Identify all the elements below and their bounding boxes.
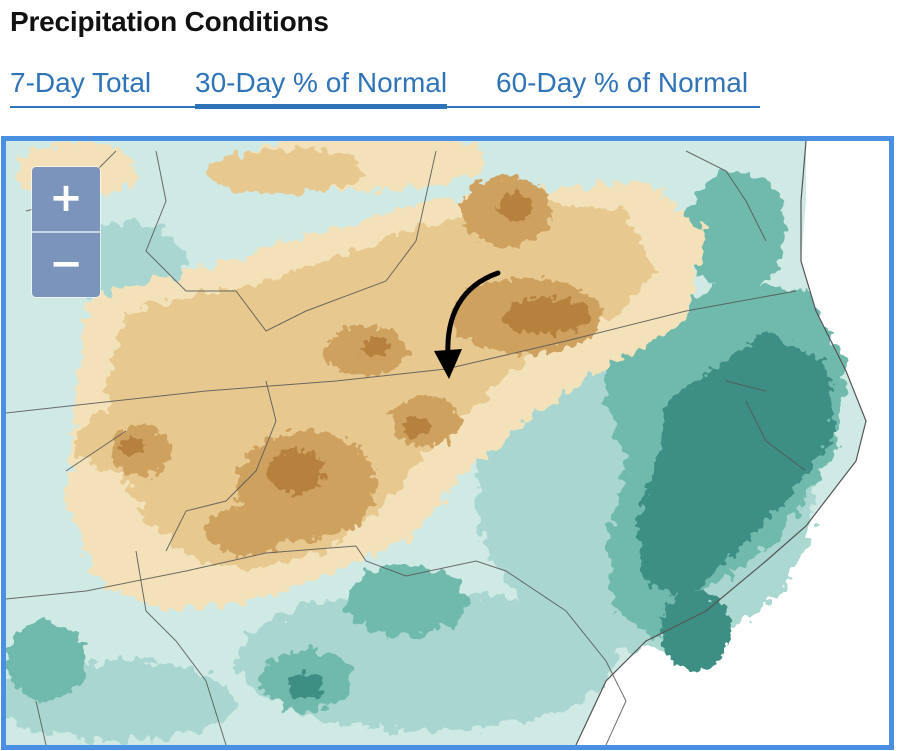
curved-arrow-annotation [434,270,501,379]
tab-60-day-percent-normal[interactable]: 60-Day % of Normal [496,67,749,98]
zoom-out-button[interactable]: − [32,231,100,297]
precipitation-map[interactable] [6,141,889,745]
page-title: Precipitation Conditions [10,6,329,37]
zoom-in-button[interactable]: + [32,167,100,231]
tab-30-day-percent-normal[interactable]: 30-Day % of Normal [195,64,448,109]
coastline [575,141,867,745]
tab-7-day-total[interactable]: 7-Day Total [10,67,152,98]
precip-anomaly-layer [6,141,846,741]
map-container[interactable]: + − [1,136,894,750]
state-border-va-nc [6,290,797,414]
zoom-control: + − [32,167,100,297]
